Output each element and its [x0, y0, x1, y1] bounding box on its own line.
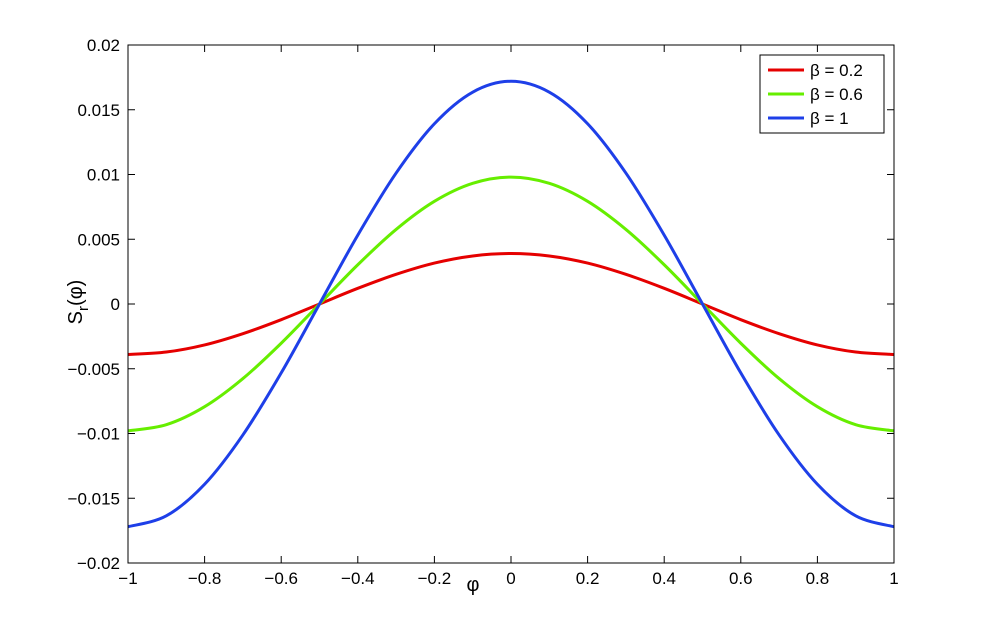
legend-label: β = 1 — [810, 109, 849, 128]
y-tick-label: 0.005 — [77, 230, 120, 249]
series-layer — [127, 79, 895, 529]
x-tick-label: −0.4 — [341, 569, 375, 588]
y-tick-label: 0.015 — [77, 101, 120, 120]
y-tick-label: 0 — [111, 295, 120, 314]
y-tick-label: 0.01 — [87, 166, 120, 185]
y-axis-label-subscript: r — [75, 306, 92, 311]
x-tick-label: 0.2 — [576, 569, 600, 588]
series-line-2 — [127, 175, 895, 433]
y-axis-label-main: S — [65, 311, 87, 324]
y-tick-label: 0.02 — [87, 36, 120, 55]
y-axis-label-tail: (φ) — [65, 280, 87, 306]
legend: β = 0.2 β = 0.6 β = 1 — [759, 54, 885, 134]
x-tick-label: −0.8 — [188, 569, 222, 588]
ticks-layer: −1 −0.8 −0.6 −0.4 −0.2 0 0.2 0.4 0.6 0.8 1 −0.02 −0.… — [68, 36, 899, 588]
y-tick-label: −0.015 — [68, 489, 120, 508]
x-tick-label: −0.6 — [264, 569, 298, 588]
x-axis-label: φ — [467, 574, 480, 596]
y-axis-label: Sr(φ) — [65, 280, 92, 325]
x-tick-label: −1 — [118, 569, 137, 588]
x-tick-label: 1 — [889, 569, 898, 588]
x-tick-label: 0.8 — [806, 569, 830, 588]
series-line-3 — [127, 79, 895, 529]
y-tick-label: −0.01 — [77, 425, 120, 444]
legend-label: β = 0.6 — [810, 85, 863, 104]
series-line-1 — [127, 251, 895, 357]
y-tick-label: −0.02 — [77, 554, 120, 573]
x-tick-label: 0.4 — [652, 569, 676, 588]
legend-label: β = 0.2 — [810, 61, 863, 80]
x-tick-label: 0 — [506, 569, 515, 588]
y-tick-label: −0.005 — [68, 360, 120, 379]
x-tick-label: 0.6 — [729, 569, 753, 588]
x-tick-label: −0.2 — [418, 569, 452, 588]
